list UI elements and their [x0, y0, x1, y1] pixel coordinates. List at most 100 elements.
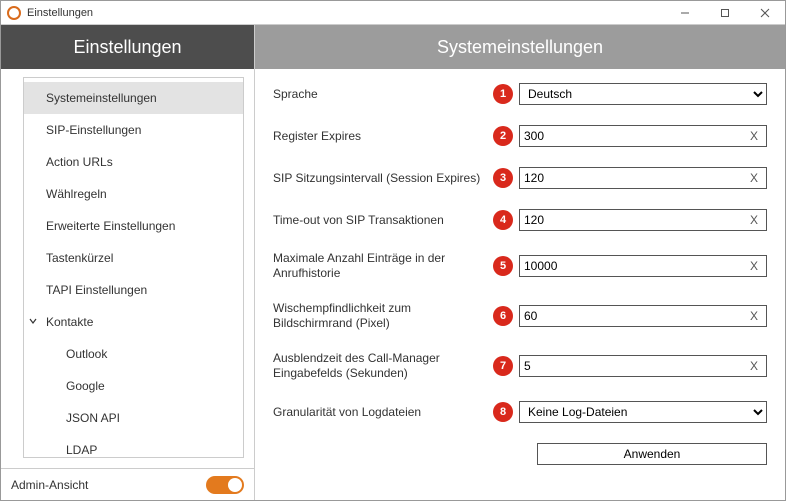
setting-control: X — [519, 167, 767, 189]
step-badge: 7 — [493, 356, 513, 376]
setting-label: Time-out von SIP Transaktionen — [273, 213, 493, 228]
step-badge: 5 — [493, 256, 513, 276]
sidebar-item-label: JSON API — [66, 411, 120, 425]
sidebar-header: Einstellungen — [1, 25, 254, 69]
sidebar-item[interactable]: TAPI Einstellungen — [24, 274, 243, 306]
window-title: Einstellungen — [27, 7, 665, 19]
sidebar-item[interactable]: JSON API — [24, 402, 243, 434]
setting-label: Maximale Anzahl Einträge in der Anrufhis… — [273, 251, 493, 281]
clear-icon[interactable]: X — [746, 129, 762, 143]
setting-input[interactable] — [524, 210, 746, 230]
main-panel: Systemeinstellungen Sprache1 Deutsch Regis… — [255, 25, 785, 500]
setting-control: X — [519, 305, 767, 327]
setting-input[interactable] — [524, 256, 746, 276]
settings-form: Sprache1DeutschRegister Expires2XSIP Sit… — [255, 69, 785, 500]
sidebar-item-label: Systemeinstellungen — [46, 91, 157, 105]
sidebar-item-label: TAPI Einstellungen — [46, 283, 147, 297]
clear-icon[interactable]: X — [746, 171, 762, 185]
setting-control: X — [519, 125, 767, 147]
app-icon — [7, 6, 21, 20]
maximize-icon — [720, 8, 730, 18]
close-button[interactable] — [745, 1, 785, 25]
step-badge: 4 — [493, 210, 513, 230]
sidebar-item[interactable]: Systemeinstellungen — [24, 82, 243, 114]
sidebar-item[interactable]: Google — [24, 370, 243, 402]
setting-input[interactable] — [524, 356, 746, 376]
window-body: Einstellungen Systemeinstellungen SIP-Ein… — [1, 25, 785, 500]
step-badge: 1 — [493, 84, 513, 104]
setting-row: Wischempfindlichkeit zum Bildschirmrand … — [273, 301, 767, 331]
sidebar-item-label: LDAP — [66, 443, 97, 457]
window-controls — [665, 1, 785, 25]
close-icon — [760, 8, 770, 18]
clear-icon[interactable]: X — [746, 359, 762, 373]
clear-icon[interactable]: X — [746, 213, 762, 227]
setting-row: Granularität von Logdateien8 Keine Log-Da… — [273, 401, 767, 423]
admin-view-label: Admin-Ansicht — [11, 478, 88, 492]
sidebar-item[interactable]: Outlook — [24, 338, 243, 370]
setting-row: Time-out von SIP Transaktionen4 X — [273, 209, 767, 231]
nav-list[interactable]: Systemeinstellungen SIP-Einstellungen Acti… — [23, 77, 244, 458]
toggle-knob — [228, 478, 242, 492]
setting-textbox: X — [519, 125, 767, 147]
step-badge: 8 — [493, 402, 513, 422]
setting-select[interactable]: Deutsch — [519, 83, 767, 105]
sidebar-item-label: Tastenkürzel — [46, 251, 113, 265]
step-badge: 6 — [493, 306, 513, 326]
nav-container: Systemeinstellungen SIP-Einstellungen Acti… — [1, 69, 254, 468]
minimize-button[interactable] — [665, 1, 705, 25]
setting-row: Ausblendzeit des Call-Manager Eingabefel… — [273, 351, 767, 381]
setting-textbox: X — [519, 305, 767, 327]
setting-row: SIP Sitzungsintervall (Session Expires)3… — [273, 167, 767, 189]
setting-input[interactable] — [524, 126, 746, 146]
admin-view-toggle[interactable] — [206, 476, 244, 494]
sidebar-item[interactable]: Tastenkürzel — [24, 242, 243, 274]
sidebar-item-label: Action URLs — [46, 155, 113, 169]
setting-row: Maximale Anzahl Einträge in der Anrufhis… — [273, 251, 767, 281]
setting-label: SIP Sitzungsintervall (Session Expires) — [273, 171, 493, 186]
setting-control: X — [519, 209, 767, 231]
apply-row: Anwenden — [273, 443, 767, 465]
sidebar-item-label: Wählregeln — [46, 187, 107, 201]
setting-textbox: X — [519, 167, 767, 189]
step-badge: 2 — [493, 126, 513, 146]
chevron-down-icon — [28, 315, 38, 329]
setting-label: Wischempfindlichkeit zum Bildschirmrand … — [273, 301, 493, 331]
clear-icon[interactable]: X — [746, 309, 762, 323]
setting-row: Sprache1 Deutsch — [273, 83, 767, 105]
step-badge: 3 — [493, 168, 513, 188]
sidebar-item[interactable]: Erweiterte Einstellungen — [24, 210, 243, 242]
minimize-icon — [680, 8, 690, 18]
sidebar-footer: Admin-Ansicht — [1, 468, 254, 500]
main-header: Systemeinstellungen — [255, 25, 785, 69]
setting-textbox: X — [519, 355, 767, 377]
setting-label: Ausblendzeit des Call-Manager Eingabefel… — [273, 351, 493, 381]
setting-input[interactable] — [524, 306, 746, 326]
sidebar-item[interactable]: Action URLs — [24, 146, 243, 178]
setting-control: Keine Log-Dateien — [519, 401, 767, 423]
setting-label: Register Expires — [273, 129, 493, 144]
sidebar-item[interactable]: Kontakte — [24, 306, 243, 338]
sidebar-item-label: Google — [66, 379, 105, 393]
sidebar-item[interactable]: LDAP — [24, 434, 243, 458]
setting-textbox: X — [519, 255, 767, 277]
sidebar: Einstellungen Systemeinstellungen SIP-Ein… — [1, 25, 255, 500]
titlebar: Einstellungen — [1, 1, 785, 25]
setting-label: Sprache — [273, 87, 493, 102]
setting-select[interactable]: Keine Log-Dateien — [519, 401, 767, 423]
app-window: Einstellungen Einstellungen Systemeinste… — [0, 0, 786, 501]
maximize-button[interactable] — [705, 1, 745, 25]
setting-control: X — [519, 355, 767, 377]
setting-control: Deutsch — [519, 83, 767, 105]
sidebar-item-label: Outlook — [66, 347, 107, 361]
setting-row: Register Expires2 X — [273, 125, 767, 147]
apply-button[interactable]: Anwenden — [537, 443, 767, 465]
sidebar-item[interactable]: Wählregeln — [24, 178, 243, 210]
setting-input[interactable] — [524, 168, 746, 188]
sidebar-item-label: Erweiterte Einstellungen — [46, 219, 175, 233]
sidebar-item[interactable]: SIP-Einstellungen — [24, 114, 243, 146]
clear-icon[interactable]: X — [746, 259, 762, 273]
setting-control: X — [519, 255, 767, 277]
sidebar-item-label: SIP-Einstellungen — [46, 123, 141, 137]
setting-label: Granularität von Logdateien — [273, 405, 493, 420]
